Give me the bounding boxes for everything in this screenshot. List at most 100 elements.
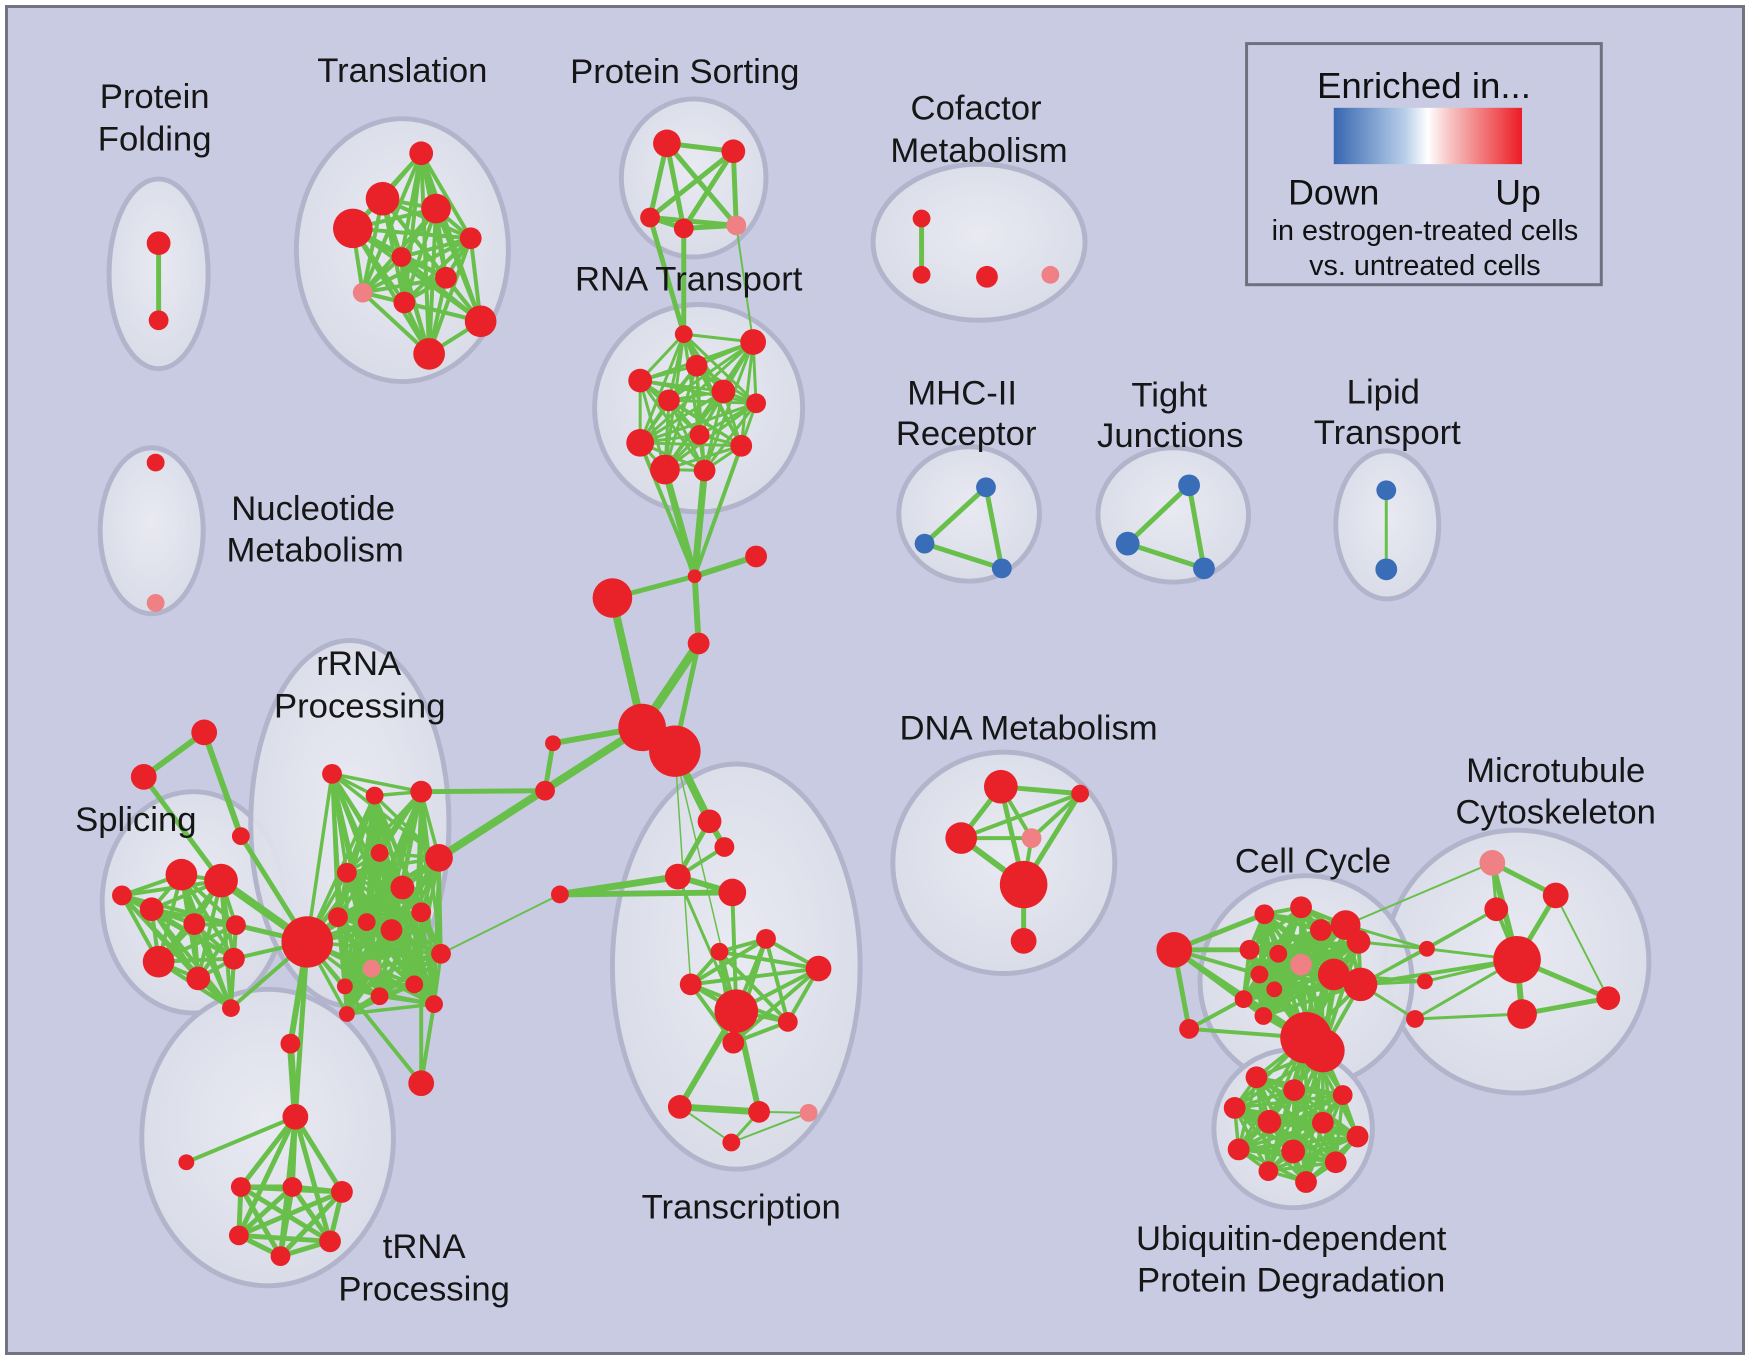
network-node-ub7	[1346, 1125, 1369, 1148]
network-node-rr8	[328, 907, 348, 928]
network-node-sp4	[183, 913, 206, 935]
network-node-tn7	[270, 1246, 291, 1267]
cluster-label-microtubule-1: Microtubule	[1466, 752, 1645, 790]
network-node-nm2	[146, 594, 165, 612]
network-edge	[1125, 483, 1191, 546]
network-edge	[1234, 1093, 1343, 1110]
network-node-rr3	[410, 780, 433, 803]
cluster-label-ubiquitin-2: Protein Degradation	[1137, 1262, 1445, 1300]
network-node-rt5	[658, 389, 680, 412]
network-edge	[237, 1189, 343, 1238]
network-node-mt2	[1484, 897, 1509, 922]
network-edge	[676, 876, 738, 1012]
network-node-cc17	[1309, 919, 1332, 941]
network-edge	[440, 893, 561, 955]
network-edge	[647, 216, 687, 335]
network-node-mh3	[991, 558, 1012, 579]
network-edge	[344, 952, 442, 988]
network-edge	[292, 941, 310, 1117]
cluster-label-transcription: Transcription	[642, 1189, 841, 1227]
network-node-rr12	[431, 943, 451, 964]
cluster-label-tight-1: Tight	[1131, 376, 1207, 414]
network-edge	[674, 750, 738, 1012]
cluster-label-translation: Translation	[317, 52, 487, 90]
network-node-rr5	[336, 862, 357, 883]
network-node-ps2	[721, 139, 746, 164]
network-node-rr19	[408, 1070, 435, 1097]
network-node-tg3	[231, 827, 250, 846]
network-node-tr7	[710, 942, 729, 961]
network-node-ub4	[1223, 1097, 1246, 1119]
network-edge	[421, 788, 546, 795]
network-node-rt9	[689, 425, 710, 445]
network-node-br3	[1406, 1010, 1424, 1028]
cluster-label-trna-1: tRNA	[383, 1228, 467, 1266]
network-node-cf4	[1041, 265, 1060, 284]
network-edge	[344, 982, 415, 989]
network-edge	[691, 576, 702, 644]
network-edge	[238, 1185, 283, 1258]
network-node-rt7	[746, 393, 767, 414]
network-node-br2	[1416, 973, 1433, 990]
network-node-ub12	[1295, 1171, 1317, 1193]
network-node-tr13	[748, 1100, 770, 1123]
network-node-mt3	[1507, 999, 1537, 1029]
network-node-lp1	[1376, 480, 1397, 501]
network-edge	[238, 1232, 331, 1244]
network-edge	[559, 889, 733, 898]
network-edge	[691, 470, 709, 577]
network-node-rt10	[730, 434, 753, 457]
network-node-cn5	[545, 735, 561, 752]
network-node-tg1	[191, 719, 218, 746]
network-edge	[1188, 997, 1245, 1031]
network-edge	[237, 1185, 295, 1238]
network-node-sp5	[225, 915, 246, 935]
network-node-tj1	[1178, 474, 1201, 497]
network-node-cn1	[687, 569, 702, 584]
cluster-label-lipid-1: Lipid	[1347, 373, 1420, 411]
cluster-ellipse-trna-processing	[139, 986, 396, 1289]
network-edge	[730, 1111, 809, 1144]
network-edge	[764, 938, 790, 1023]
network-node-tn5	[228, 1225, 249, 1246]
network-edge	[1238, 1121, 1324, 1152]
cluster-label-protein-folding-2: Folding	[98, 120, 212, 158]
network-node-tl11	[413, 338, 445, 370]
network-edge	[362, 275, 447, 295]
network-node-mh2	[914, 533, 935, 554]
network-node-tr9	[679, 973, 702, 996]
network-edge	[703, 402, 758, 472]
network-edge	[681, 149, 736, 230]
cluster-ellipse-mhc-ii-receptor	[896, 444, 1042, 584]
network-node-ub10	[1324, 1151, 1347, 1174]
network-node-mthub	[1493, 935, 1541, 984]
network-node-cc4	[1290, 896, 1312, 919]
network-node-pf1	[146, 231, 171, 256]
network-node-tn4	[331, 1181, 353, 1203]
cluster-label-microtubule-2: Cytoskeleton	[1456, 793, 1656, 831]
network-node-cc12	[1343, 967, 1378, 1002]
network-node-rt4	[628, 368, 653, 393]
legend-box	[1245, 42, 1603, 287]
network-node-ub3	[1332, 1085, 1353, 1105]
network-node-tl8	[352, 282, 373, 303]
cluster-label-nucleotide-2: Metabolism	[227, 531, 404, 569]
network-edge	[120, 894, 233, 1010]
network-node-rr18	[425, 995, 443, 1014]
network-node-tr12	[667, 1095, 692, 1119]
network-node-tr6	[756, 929, 776, 949]
network-node-cf2	[912, 265, 931, 284]
network-edge	[290, 1185, 333, 1243]
network-edge	[343, 886, 404, 988]
legend-title: Enriched in...	[1317, 65, 1531, 106]
network-node-tn3	[282, 1177, 303, 1197]
network-node-sp9	[222, 999, 240, 1017]
network-edge	[638, 333, 686, 444]
network-node-tl1	[409, 141, 434, 166]
network-node-tr14	[799, 1103, 818, 1122]
network-edge	[732, 967, 820, 1045]
network-node-tr4	[718, 878, 747, 907]
network-node-tr5	[550, 885, 569, 904]
network-edge	[219, 880, 233, 1009]
network-edge	[668, 398, 757, 405]
